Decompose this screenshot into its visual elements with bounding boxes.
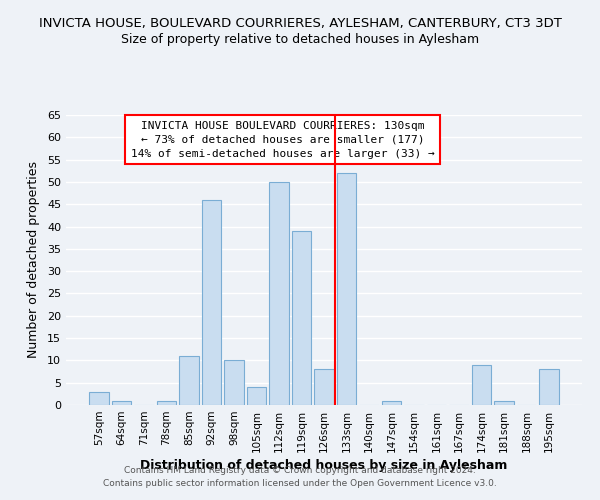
Text: INVICTA HOUSE, BOULEVARD COURRIERES, AYLESHAM, CANTERBURY, CT3 3DT: INVICTA HOUSE, BOULEVARD COURRIERES, AYL… bbox=[38, 18, 562, 30]
Bar bbox=[112, 400, 131, 405]
Bar bbox=[247, 387, 266, 405]
Bar bbox=[494, 400, 514, 405]
Bar bbox=[269, 182, 289, 405]
Y-axis label: Number of detached properties: Number of detached properties bbox=[27, 162, 40, 358]
Bar bbox=[157, 400, 176, 405]
Bar bbox=[224, 360, 244, 405]
X-axis label: Distribution of detached houses by size in Aylesham: Distribution of detached houses by size … bbox=[140, 459, 508, 472]
Text: INVICTA HOUSE BOULEVARD COURRIERES: 130sqm
← 73% of detached houses are smaller : INVICTA HOUSE BOULEVARD COURRIERES: 130s… bbox=[131, 121, 434, 159]
Bar bbox=[89, 392, 109, 405]
Bar bbox=[292, 231, 311, 405]
Text: Contains HM Land Registry data © Crown copyright and database right 2024.
Contai: Contains HM Land Registry data © Crown c… bbox=[103, 466, 497, 487]
Bar bbox=[314, 370, 334, 405]
Text: Size of property relative to detached houses in Aylesham: Size of property relative to detached ho… bbox=[121, 32, 479, 46]
Bar bbox=[337, 173, 356, 405]
Bar bbox=[472, 365, 491, 405]
Bar bbox=[202, 200, 221, 405]
Bar bbox=[382, 400, 401, 405]
Bar bbox=[179, 356, 199, 405]
Bar bbox=[539, 370, 559, 405]
